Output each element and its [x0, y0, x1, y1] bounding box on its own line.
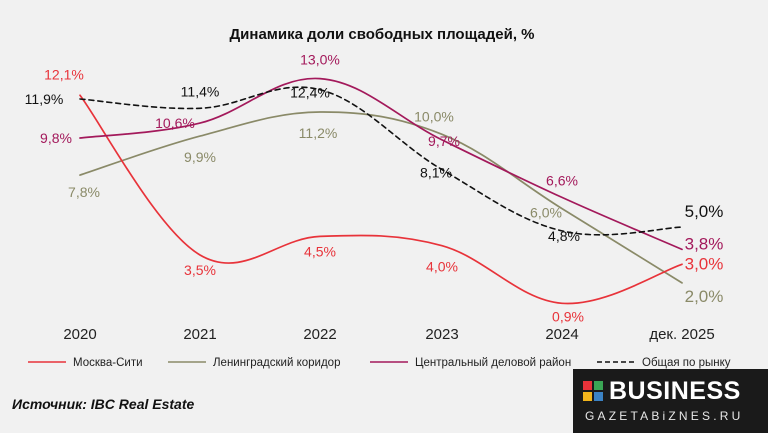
- data-label: 5,0%: [685, 202, 724, 221]
- data-label: 10,6%: [155, 115, 195, 131]
- x-tick-label: 2024: [545, 326, 578, 343]
- legend: Москва-Сити Ленинградский коридор Централь…: [28, 357, 731, 369]
- legend-label: Ленинградский коридор: [213, 357, 340, 369]
- x-tick-label: 2021: [183, 326, 216, 343]
- x-axis-ticks: 2020 2021 2022 2023 2024 дек. 2025: [63, 326, 714, 343]
- logo-name: BUSINESS: [609, 377, 741, 405]
- x-tick-label: 2020: [63, 326, 96, 343]
- data-label: 4,8%: [548, 228, 580, 244]
- data-label: 13,0%: [300, 52, 340, 68]
- legend-label: Москва-Сити: [73, 357, 143, 369]
- data-label: 3,5%: [184, 262, 216, 278]
- legend-label: Центральный деловой район: [415, 357, 571, 369]
- data-label: 11,9%: [25, 91, 64, 107]
- logo-mark-icon: [583, 381, 603, 401]
- x-tick-label: дек. 2025: [649, 326, 714, 343]
- data-label: 2,0%: [685, 287, 724, 306]
- data-label: 0,9%: [552, 308, 584, 324]
- data-label: 10,0%: [414, 108, 454, 124]
- data-label: 7,8%: [68, 184, 100, 200]
- data-label: 4,0%: [426, 259, 458, 275]
- data-label: 9,9%: [184, 149, 216, 165]
- x-tick-label: 2022: [303, 326, 336, 343]
- series-line-central-business-district: [79, 77, 683, 251]
- data-label: 11,2%: [299, 125, 338, 141]
- series-line-leningrad-corridor: [79, 111, 683, 284]
- data-labels: 12,1% 3,5% 4,5% 4,0% 0,9% 3,0% 7,8% 9,9% 11,2% 10…: [25, 52, 724, 325]
- series-lines: [79, 77, 683, 305]
- series-line-moscow-city: [79, 94, 683, 305]
- series-line-overall-market: [79, 86, 683, 236]
- data-label: 12,1%: [44, 66, 84, 82]
- data-label: 12,4%: [290, 85, 330, 101]
- source-note: Источник: IBC Real Estate: [12, 396, 195, 412]
- x-tick-label: 2023: [425, 326, 458, 343]
- data-label: 3,0%: [685, 254, 724, 273]
- data-label: 6,0%: [530, 205, 562, 221]
- data-label: 11,4%: [181, 83, 220, 99]
- data-label: 4,5%: [304, 243, 336, 259]
- data-label: 8,1%: [420, 165, 452, 181]
- data-label: 9,7%: [428, 133, 460, 149]
- logo-subtitle: GAZETABiZNES.RU: [585, 409, 744, 423]
- publisher-logo[interactable]: BUSINESS GAZETABiZNES.RU: [573, 369, 768, 433]
- data-label: 3,8%: [685, 234, 724, 253]
- data-label: 6,6%: [546, 172, 578, 188]
- chart-title: Динамика доли свободных площадей, %: [229, 26, 534, 43]
- data-label: 9,8%: [40, 130, 72, 146]
- legend-label: Общая по рынку: [642, 357, 731, 369]
